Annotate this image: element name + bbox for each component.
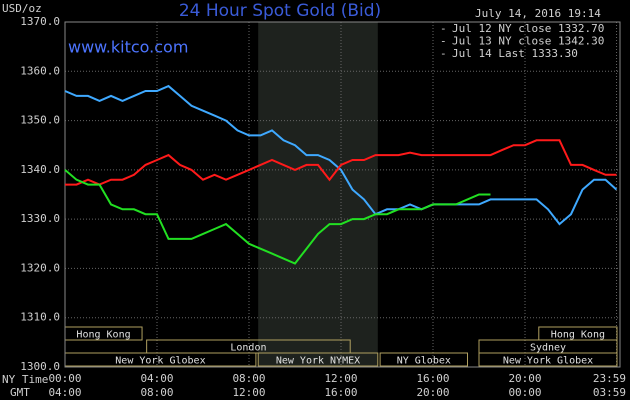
session-shade: [258, 22, 378, 367]
legend-marker: -: [440, 47, 447, 60]
watermark: www.kitco.com: [68, 38, 188, 57]
y-tick-label: 1310.0: [20, 311, 60, 324]
legend-marker: -: [440, 22, 447, 35]
session-box: [257, 352, 379, 367]
y-tick-label: 1300.0: [20, 360, 60, 373]
x-tick-label: 08:00: [232, 372, 265, 385]
y-tick-label: 1320.0: [20, 261, 60, 274]
x-tick-label: 12:00: [324, 372, 357, 385]
series-line: [64, 84, 618, 226]
y-tick-label: 1360.0: [20, 64, 60, 77]
y-tick-label: 1340.0: [20, 163, 60, 176]
x-axis-label: NY Time: [2, 373, 48, 386]
y-axis-label: USD/oz: [2, 2, 42, 15]
y-tick-label: 1350.0: [20, 114, 60, 127]
x2-tick-label: 00:00: [508, 386, 541, 399]
session-label: Sydney: [530, 343, 566, 354]
session-label: NY Globex: [397, 356, 451, 367]
legend-label: Jul 14 Last 1333.30: [452, 47, 578, 60]
session-label: New York NYMEX: [276, 356, 360, 367]
series-line: [64, 169, 491, 265]
x2-axis-label: GMT: [10, 386, 30, 399]
x2-tick-label: 16:00: [324, 386, 357, 399]
legend-label: Jul 12 NY close 1332.70: [452, 22, 604, 35]
timestamp: July 14, 2016 19:14: [475, 7, 601, 20]
x-tick-label: 04:00: [140, 372, 173, 385]
session-label: New York Globex: [115, 356, 205, 367]
x-tick-label: 20:00: [508, 372, 541, 385]
x2-tick-label: 08:00: [140, 386, 173, 399]
legend-marker: -: [440, 35, 447, 48]
session-label: New York Globex: [503, 356, 593, 367]
session-box: [478, 352, 618, 367]
x2-tick-label: 04:00: [48, 386, 81, 399]
x-tick-label: 00:00: [48, 372, 81, 385]
y-tick-label: 1370.0: [20, 15, 60, 28]
session-label: London: [230, 343, 266, 354]
x2-tick-label: 03:59: [593, 386, 626, 399]
x2-tick-label: 20:00: [416, 386, 449, 399]
x-tick-label: 23:59: [593, 372, 626, 385]
chart-title: 24 Hour Spot Gold (Bid): [179, 1, 381, 21]
x-tick-label: 16:00: [416, 372, 449, 385]
legend-label: Jul 13 NY close 1342.30: [452, 35, 604, 48]
plot-frame: [64, 21, 621, 368]
session-box: [379, 352, 469, 367]
y-tick-label: 1330.0: [20, 212, 60, 225]
x2-tick-label: 12:00: [232, 386, 265, 399]
series-line: [65, 139, 617, 186]
session-label: Hong Kong: [551, 330, 605, 341]
session-label: Hong Kong: [76, 330, 130, 341]
